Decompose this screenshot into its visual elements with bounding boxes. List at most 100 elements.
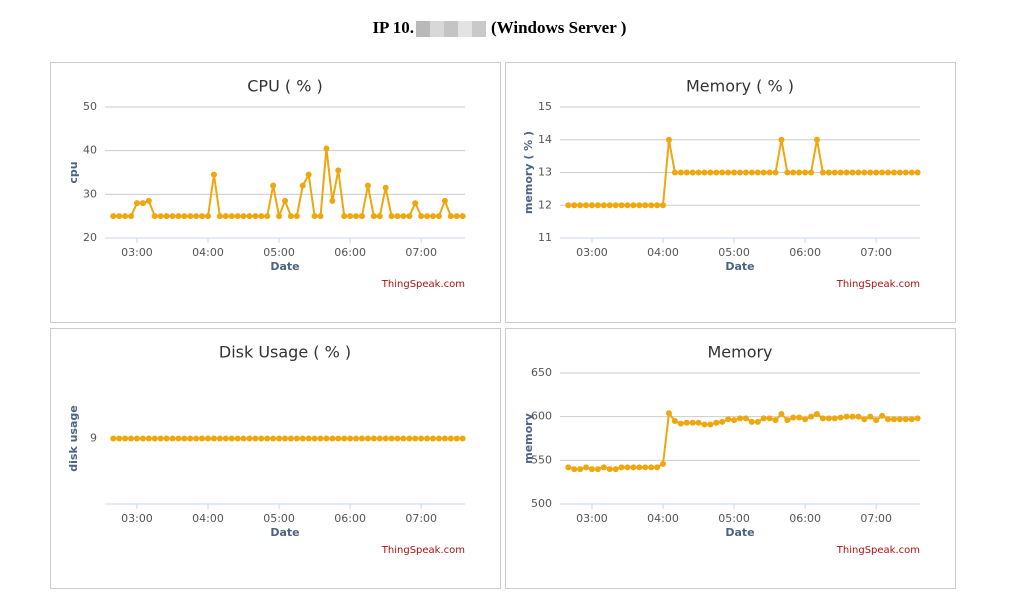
data-point [210,435,217,442]
data-point [175,435,182,442]
data-point [689,419,696,426]
data-point [406,435,413,442]
data-point [116,435,123,442]
data-point [133,200,140,207]
credit-link: ThingSpeak.com [381,279,465,290]
x-tick-label: 05:00 [718,512,750,525]
chart-panel: CPU ( % ) 20 30 40 50 03:00 04:00 05:00 06:00 07:… [50,62,501,323]
data-point [376,213,383,220]
data-point [648,202,655,209]
data-point [264,213,271,220]
data-point [181,213,188,220]
data-point [418,435,425,442]
data-point [748,169,755,176]
data-point [210,171,217,178]
y-tick-label: 40 [83,144,97,157]
data-point [270,182,277,189]
data-point [594,466,601,473]
data-point [282,197,288,204]
data-point [571,466,578,473]
data-point [642,202,649,209]
data-point [282,435,288,442]
data-point [246,213,253,220]
data-point [813,136,820,143]
data-point [725,416,732,423]
data-point [388,435,395,442]
data-point [370,435,377,442]
x-tick-label: 04:00 [192,512,224,525]
x-axis-label: Date [725,260,754,273]
data-point [612,466,619,473]
y-tick-label: 50 [83,100,97,113]
data-point [412,435,419,442]
chart-panel: Memory 500 550 600 650 03:00 04:00 05:00 06:00 07… [505,328,956,589]
data-point [737,415,743,422]
data-point [890,416,897,423]
data-point [742,169,749,176]
x-tick-label: 03:00 [576,246,608,259]
data-point [305,435,312,442]
data-point [760,169,767,176]
data-point [347,213,354,220]
data-point [347,435,354,442]
y-tick-label: 9 [90,432,97,445]
data-point [394,435,401,442]
data-point [760,415,767,422]
x-tick-label: 07:00 [860,246,892,259]
data-point [163,213,170,220]
x-tick-label: 04:00 [647,246,679,259]
data-point [879,169,886,176]
y-tick-label: 11 [538,231,552,244]
data-point [193,213,200,220]
data-point [157,435,164,442]
data-point [400,435,407,442]
data-point [459,435,466,442]
data-point [565,464,572,471]
x-axis-label: Date [270,260,299,273]
data-point [430,435,437,442]
data-point [341,213,348,220]
page-title-suffix: (Windows Server ) [491,18,626,37]
data-point [630,464,637,471]
data-point [323,435,330,442]
chart-title: CPU ( % ) [247,77,322,96]
data-point [754,418,761,425]
data-point [258,213,265,220]
data-point [796,169,803,176]
data-point [713,419,720,426]
y-tick-label: 13 [538,166,552,179]
data-point [459,213,466,220]
data-point [618,464,625,471]
data-point [796,414,803,421]
data-point [701,169,708,176]
data-point [843,169,850,176]
data-point [606,202,613,209]
data-point [600,464,607,471]
x-tick-label: 03:00 [121,246,153,259]
data-point [240,213,247,220]
data-point [731,417,738,424]
data-point [287,435,294,442]
data-point [867,413,874,420]
panel-border [50,328,501,589]
data-point [317,213,324,220]
data-point [364,182,371,189]
data-point [216,435,223,442]
chart-title: Memory ( % ) [686,77,794,96]
data-point [802,169,809,176]
data-point [299,182,306,189]
data-point [228,213,235,220]
data-point [873,417,880,424]
y-tick-label: 20 [83,231,97,244]
data-point [435,435,442,442]
data-point [199,435,206,442]
data-point [382,184,389,191]
data-point [234,435,241,442]
data-point [323,145,330,152]
data-point [435,213,442,220]
data-point [778,411,785,418]
data-point [199,213,206,220]
data-point [205,435,212,442]
data-point [122,213,129,220]
